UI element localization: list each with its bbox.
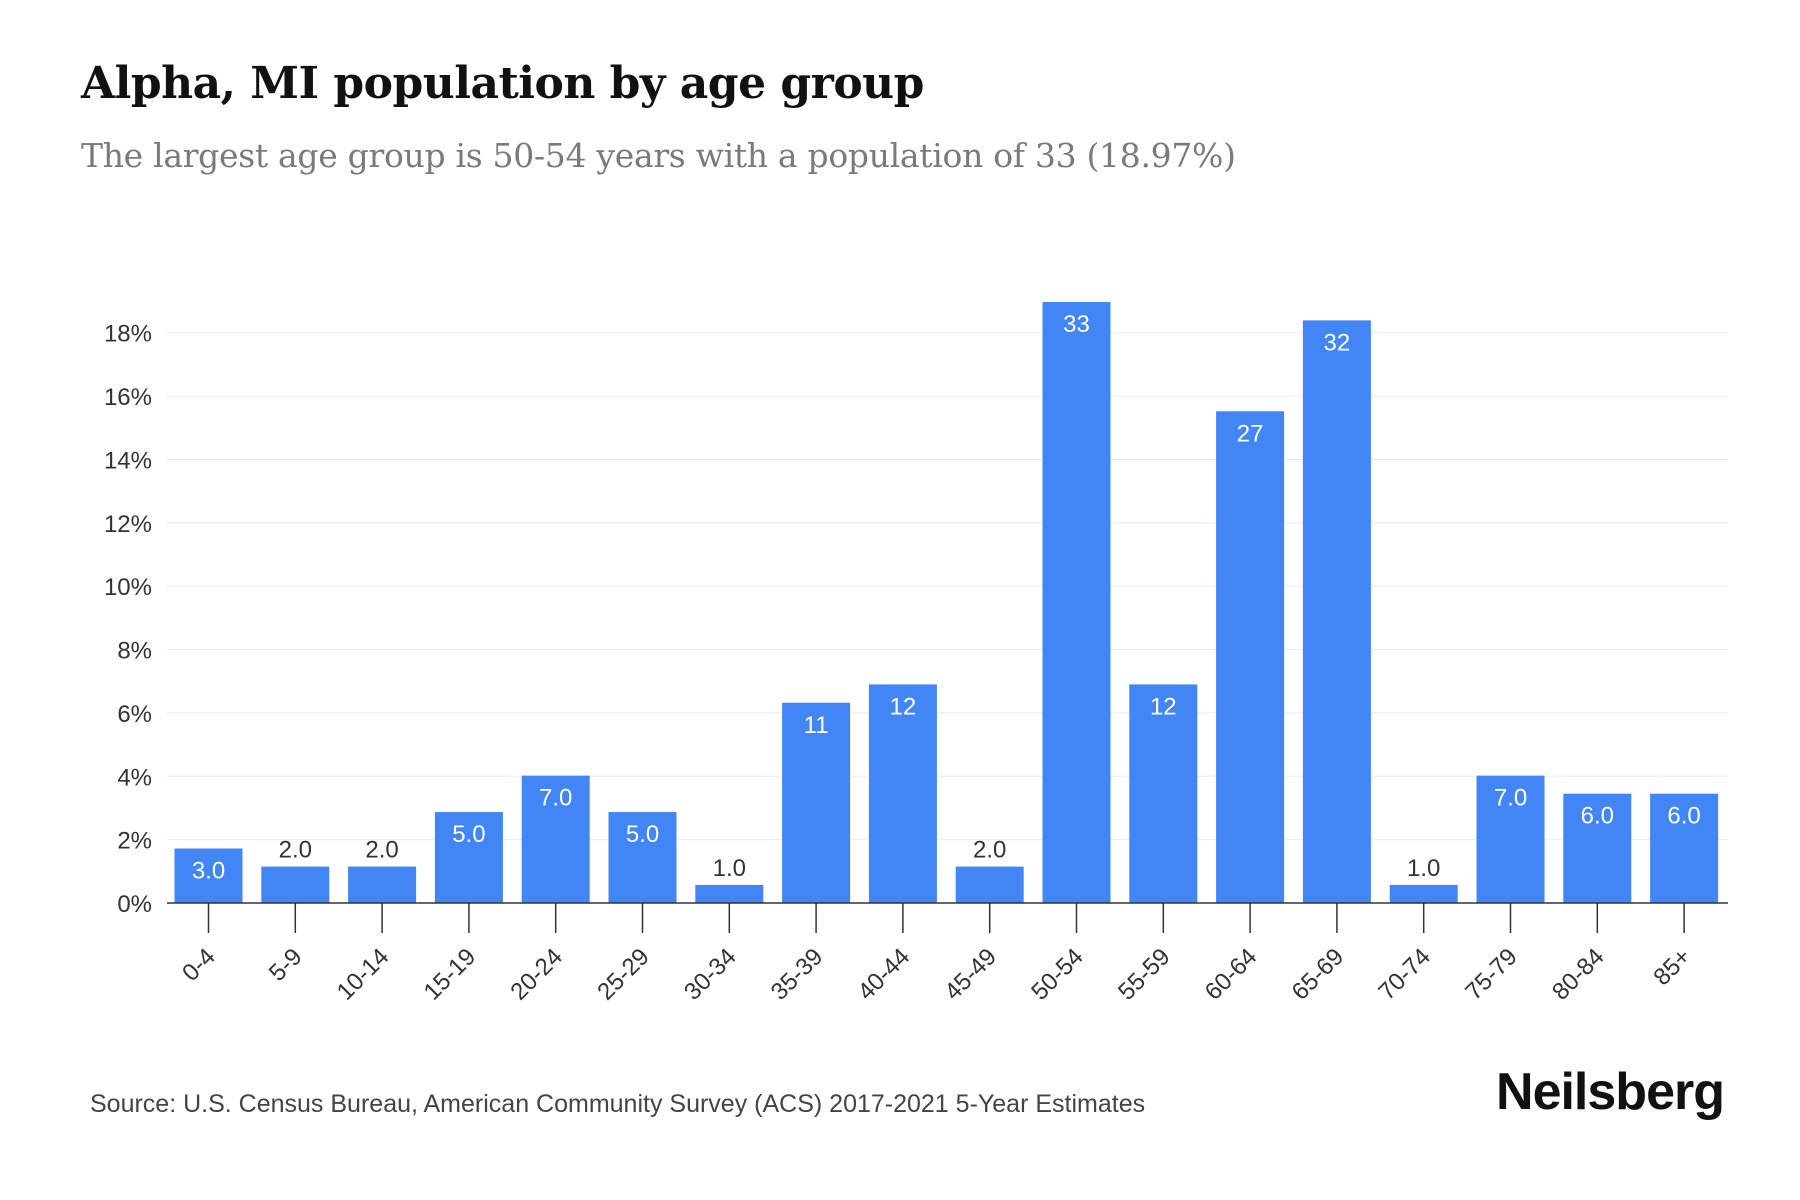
y-tick-label: 0% (117, 891, 152, 918)
x-tick-label: 50-54 (1026, 943, 1089, 1006)
data-label: 7.0 (1494, 785, 1527, 812)
x-tick-label: 65-69 (1287, 943, 1350, 1006)
data-label: 5.0 (452, 821, 485, 848)
source-note: Source: U.S. Census Bureau, American Com… (90, 1090, 1146, 1118)
bar-5-9 (261, 866, 330, 903)
x-tick-label: 20-24 (505, 943, 568, 1006)
bar-25-29 (608, 812, 677, 903)
bar-45-49 (955, 866, 1024, 903)
y-tick-label: 16% (104, 384, 152, 411)
x-tick-label: 30-34 (679, 943, 742, 1006)
bar-70-74 (1389, 884, 1458, 903)
x-tick-label: 15-19 (419, 943, 482, 1006)
x-tick-label: 0-4 (177, 943, 221, 987)
y-tick-label: 10% (104, 574, 152, 601)
bar-40-44 (868, 684, 937, 903)
data-label: 2.0 (365, 837, 398, 864)
data-label: 27 (1237, 420, 1264, 447)
x-tick-label: 10-14 (332, 943, 395, 1006)
x-tick-label: 5-9 (264, 943, 308, 987)
data-label: 2.0 (973, 837, 1006, 864)
x-tick-label: 60-64 (1200, 943, 1263, 1006)
data-label: 7.0 (539, 785, 572, 812)
data-label: 33 (1063, 311, 1090, 338)
x-tick-label: 45-49 (939, 943, 1002, 1006)
bar-65-69 (1302, 320, 1371, 903)
brand-logo: Neilsberg (1496, 1063, 1725, 1121)
x-tick-label: 80-84 (1547, 943, 1610, 1006)
axes: 0% 2% 4% 6% 8% 10% 12% 14% 16% 18% 0-4 5-9 10-14 15-1… (104, 321, 1728, 1006)
chart-subtitle: The largest age group is 50-54 years wit… (81, 136, 1236, 175)
x-tick-label: 40-44 (853, 943, 916, 1006)
chart-title: Alpha, MI population by age group (81, 58, 924, 109)
x-tick-label: 85+ (1648, 943, 1696, 991)
data-label: 2.0 (279, 837, 312, 864)
bar-15-19 (434, 812, 503, 903)
data-label: 1.0 (1407, 855, 1440, 882)
data-label: 6.0 (1667, 803, 1700, 830)
bar-30-34 (695, 884, 764, 903)
bar-60-64 (1216, 411, 1285, 903)
bar-20-24 (521, 775, 590, 903)
data-label: 12 (890, 693, 917, 720)
data-label: 6.0 (1581, 803, 1614, 830)
y-tick-label: 2% (117, 828, 152, 855)
bar-10-14 (348, 866, 417, 903)
data-labels: 3.0 2.0 2.0 5.0 7.0 5.0 1.0 11 12 2.0 33 12 27 32 1.0 7… (192, 311, 1701, 885)
bar-75-79 (1476, 775, 1545, 903)
gridlines (167, 332, 1728, 841)
data-label: 11 (804, 712, 829, 739)
x-tick-label: 55-59 (1113, 943, 1176, 1006)
x-tick-label: 70-74 (1373, 943, 1436, 1006)
bar-50-54 (1042, 302, 1111, 903)
bar-55-59 (1129, 684, 1198, 903)
data-label: 5.0 (626, 821, 659, 848)
bar-80-84 (1563, 793, 1632, 903)
x-tick-label: 25-29 (592, 943, 655, 1006)
y-tick-label: 4% (117, 764, 152, 791)
data-label: 1.0 (713, 855, 746, 882)
bar-85+ (1650, 793, 1719, 903)
bar-chart: 3.0 2.0 2.0 5.0 7.0 5.0 1.0 11 12 2.0 33 12 27 32 1.0 7… (104, 302, 1728, 1006)
y-tick-label: 14% (104, 447, 152, 474)
bars (174, 302, 1719, 903)
y-tick-label: 6% (117, 701, 152, 728)
y-tick-label: 18% (104, 321, 152, 348)
bar-0-4 (174, 848, 243, 903)
bar-35-39 (782, 702, 851, 903)
x-tick-label: 75-79 (1460, 943, 1523, 1006)
y-tick-label: 12% (104, 511, 152, 538)
data-label: 12 (1150, 693, 1177, 720)
x-tick-label: 35-39 (766, 943, 829, 1006)
y-tick-label: 8% (117, 638, 152, 665)
data-label: 3.0 (192, 858, 225, 885)
data-label: 32 (1324, 329, 1351, 356)
